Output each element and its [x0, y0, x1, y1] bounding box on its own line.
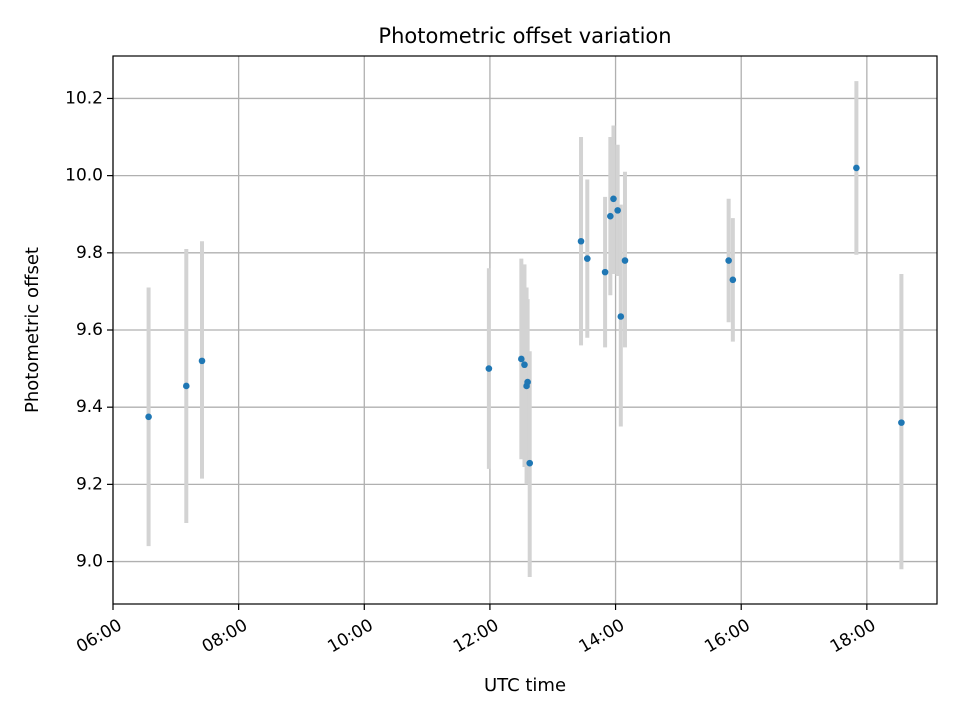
data-point: [601, 268, 609, 276]
data-point: [182, 382, 190, 390]
data-point: [610, 195, 617, 203]
y-tick-label: 10.2: [65, 88, 103, 108]
y-tick-label: 9.2: [76, 474, 103, 494]
data-point: [524, 378, 531, 386]
y-tick-label: 9.0: [76, 552, 103, 572]
data-point: [898, 419, 905, 426]
y-tick-label: 10.0: [65, 166, 103, 186]
data-point: [607, 212, 614, 220]
data-point: [725, 257, 732, 264]
y-tick-label: 9.8: [76, 243, 103, 263]
x-axis-label: UTC time: [484, 675, 566, 696]
y-tick-label: 9.6: [76, 320, 103, 340]
data-point: [583, 255, 591, 262]
data-point: [729, 276, 737, 284]
data-point: [145, 413, 152, 421]
data-point: [518, 355, 525, 363]
grid-layer: [112, 56, 937, 604]
data-point: [521, 361, 528, 369]
point-layer: [145, 164, 905, 467]
data-point: [198, 357, 206, 365]
data-point: [577, 237, 585, 245]
data-point: [617, 313, 625, 320]
data-point: [853, 164, 860, 172]
data-point: [621, 257, 629, 264]
chart-title: Photometric offset variation: [378, 24, 671, 48]
data-point: [614, 207, 621, 214]
y-axis-ticks: 9.0 9.2 9.4 9.6 9.8 10.0 10.2: [65, 88, 113, 572]
y-tick-label: 9.4: [76, 397, 103, 417]
data-point: [485, 365, 493, 372]
y-axis-label: Photometric offset: [22, 247, 43, 413]
data-point: [526, 459, 534, 467]
